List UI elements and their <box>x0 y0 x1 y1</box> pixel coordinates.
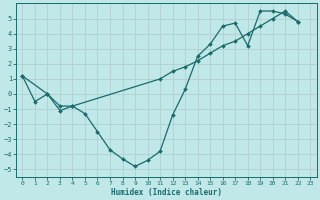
X-axis label: Humidex (Indice chaleur): Humidex (Indice chaleur) <box>111 188 222 197</box>
